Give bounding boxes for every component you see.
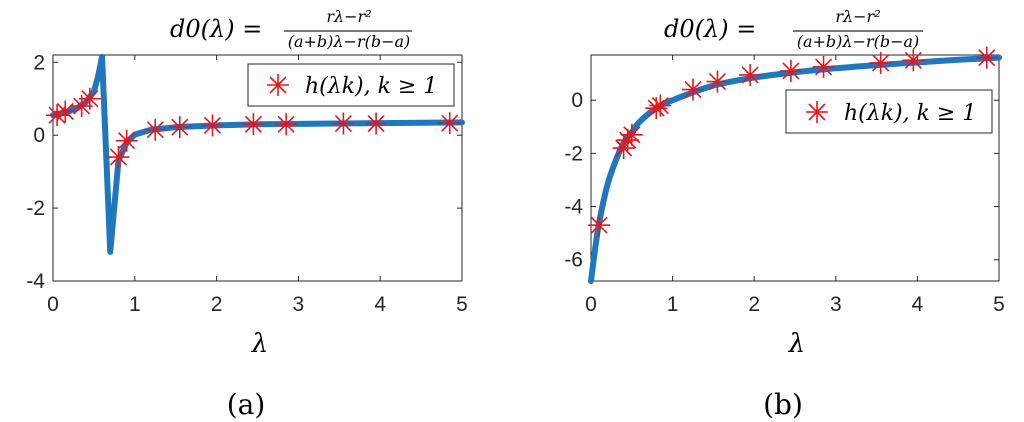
panel-a-marker <box>275 113 298 136</box>
panel-a-marker <box>242 113 265 136</box>
panel-a: d0(λ) = rλ−r² (a+b)λ−r(b−a) -4 -2 0 2 0 1 2 3 4… <box>26 7 468 421</box>
panel-b-x-tick-label: 2 <box>748 293 760 316</box>
panel-b-marker <box>739 63 762 86</box>
panel-b-y-tick-label: -2 <box>564 142 583 165</box>
panel-a-marker <box>107 146 130 169</box>
panel-b-legend: h(λk), k ≥ 1 <box>785 89 993 134</box>
panel-b-y-tick-label: -4 <box>564 196 583 219</box>
panel-b-marker <box>902 49 925 72</box>
panel-b-title-lhs: d0(λ) = <box>664 15 756 43</box>
panel-a-title-denominator: (a+b)λ−r(b−a) <box>288 32 411 51</box>
panel-a-marker <box>168 116 191 139</box>
panel-b-title: d0(λ) = rλ−r² (a+b)λ−r(b−a) <box>664 7 923 51</box>
panel-b-x-tick-label: 3 <box>830 293 842 316</box>
panel-a-marker <box>438 112 461 135</box>
panel-a-x-tick-label: 0 <box>47 293 59 316</box>
panel-a-caption: (a) <box>227 388 266 421</box>
panel-a-x-tick-label: 2 <box>211 293 223 316</box>
panel-b-title-denominator: (a+b)λ−r(b−a) <box>797 32 920 51</box>
panel-a-x-tick-label: 1 <box>129 293 141 316</box>
panel-b-x-tick-label: 5 <box>993 293 1005 316</box>
panel-b-marker <box>869 51 892 74</box>
panel-b-marker <box>682 78 704 101</box>
panel-b-y-tick-label: 0 <box>571 89 583 112</box>
panel-a-marker <box>201 114 224 137</box>
panel-b-marker <box>588 214 611 237</box>
panel-a-marker <box>54 100 77 123</box>
panel-b-legend-marker <box>806 101 828 123</box>
panel-b-x-tick-label: 4 <box>912 293 924 316</box>
panel-b: d0(λ) = rλ−r² (a+b)λ−r(b−a) -6 -4 -2 0 0 1 2 3… <box>564 7 1005 421</box>
panel-b-plot-frame <box>590 54 1000 282</box>
panel-a-x-tick-label: 5 <box>456 293 468 316</box>
panel-a-marker <box>115 129 138 152</box>
panel-b-y-tick-label: -6 <box>564 249 583 272</box>
panel-b-legend-label: h(λk), k ≥ 1 <box>844 101 976 126</box>
panel-b-x-label: λ <box>788 329 805 359</box>
panel-b-title-numerator: rλ−r² <box>835 7 880 26</box>
panel-a-y-tick-label: 2 <box>33 51 45 74</box>
panel-a-title-lhs: d0(λ) = <box>170 15 262 43</box>
panel-a-legend-marker <box>267 74 289 96</box>
panel-b-marker <box>649 94 672 117</box>
panel-b-caption: (b) <box>763 388 803 421</box>
panel-a-y-tick-label: 0 <box>33 124 45 147</box>
panel-a-y-tick-label: -4 <box>26 270 45 293</box>
panel-a-marker <box>46 104 69 127</box>
panel-b-marker <box>779 59 802 82</box>
panel-b-marker <box>812 55 835 78</box>
panel-b-markers <box>588 46 998 237</box>
panel-a-markers <box>46 87 461 169</box>
panel-a-marker <box>78 87 101 110</box>
panel-a-legend-label: h(λk), k ≥ 1 <box>305 74 437 99</box>
panel-b-x-axis: 0 1 2 3 4 5 <box>585 55 1005 316</box>
panel-a-x-tick-label: 4 <box>374 293 386 316</box>
panel-b-marker <box>620 123 643 146</box>
panel-a-plot-frame <box>52 54 463 282</box>
panel-b-marker <box>706 70 729 93</box>
panel-a-legend: h(λk), k ≥ 1 <box>247 63 455 107</box>
panel-a-y-tick-label: -2 <box>26 197 45 220</box>
panel-a-x-tick-label: 3 <box>293 293 305 316</box>
panel-b-marker <box>616 129 639 152</box>
panel-a-marker <box>144 118 167 141</box>
panel-a-marker <box>332 112 355 135</box>
panel-a-title: d0(λ) = rλ−r² (a+b)λ−r(b−a) <box>170 7 412 51</box>
panel-a-marker <box>365 112 388 135</box>
panel-b-marker <box>975 46 998 69</box>
panel-b-x-tick-label: 0 <box>585 293 597 316</box>
panel-a-x-axis: 0 1 2 3 4 5 <box>47 55 468 316</box>
panel-a-x-label: λ <box>251 329 268 359</box>
panel-a-y-axis: -4 -2 0 2 <box>26 51 462 293</box>
panel-a-title-numerator: rλ−r² <box>326 7 371 26</box>
panel-b-y-axis: -6 -4 -2 0 <box>564 89 999 272</box>
panel-b-x-tick-label: 1 <box>667 293 679 316</box>
